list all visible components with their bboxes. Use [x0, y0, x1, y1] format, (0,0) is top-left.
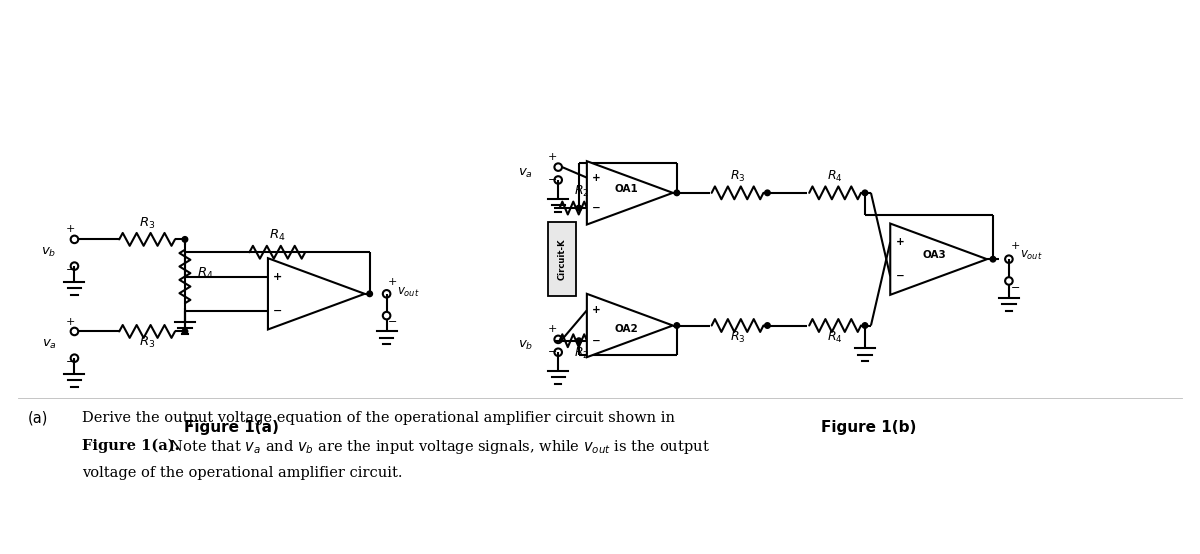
- Text: Figure 1(a): Figure 1(a): [185, 420, 280, 435]
- Text: OA3: OA3: [923, 250, 947, 260]
- Circle shape: [367, 291, 372, 296]
- Text: +: +: [896, 237, 905, 247]
- Text: Circuit-K: Circuit-K: [558, 238, 566, 280]
- Text: OA1: OA1: [614, 184, 637, 194]
- Text: $R_3$: $R_3$: [139, 335, 155, 350]
- Circle shape: [990, 257, 996, 262]
- Text: +: +: [274, 271, 282, 282]
- Text: −: −: [896, 271, 905, 281]
- Text: $R_3$: $R_3$: [730, 330, 745, 346]
- Text: +: +: [66, 316, 76, 326]
- Text: $R_3$: $R_3$: [730, 169, 745, 184]
- Text: $v_a$: $v_a$: [518, 167, 533, 179]
- Circle shape: [764, 323, 770, 329]
- Circle shape: [862, 323, 868, 329]
- Text: +: +: [547, 152, 557, 162]
- Text: +: +: [547, 325, 557, 335]
- Text: Figure 1(a).: Figure 1(a).: [83, 438, 180, 453]
- Text: Note that $v_a$ and $v_b$ are the input voltage signals, while $v_{out}$ is the : Note that $v_a$ and $v_b$ are the input …: [166, 438, 709, 456]
- Text: $R_2$: $R_2$: [574, 346, 589, 361]
- Text: −: −: [388, 316, 397, 326]
- Text: +: +: [592, 305, 600, 315]
- Circle shape: [862, 190, 868, 196]
- Text: +: +: [388, 277, 397, 287]
- Text: −: −: [1012, 283, 1020, 293]
- Text: Figure 1(b): Figure 1(b): [821, 420, 917, 435]
- Text: +: +: [66, 224, 76, 234]
- Text: −: −: [66, 357, 76, 367]
- Text: −: −: [66, 265, 76, 275]
- Text: $R_4$: $R_4$: [269, 228, 286, 243]
- Polygon shape: [890, 224, 986, 295]
- Circle shape: [764, 190, 770, 196]
- Text: (a): (a): [28, 411, 48, 425]
- Text: $R_2$: $R_2$: [574, 184, 589, 199]
- Text: $R_4$: $R_4$: [827, 169, 842, 184]
- Text: $v_b$: $v_b$: [518, 338, 533, 352]
- Text: −: −: [274, 306, 282, 316]
- Text: +: +: [592, 173, 600, 183]
- Circle shape: [576, 338, 582, 343]
- Circle shape: [182, 237, 187, 242]
- FancyBboxPatch shape: [548, 222, 576, 296]
- Text: −: −: [547, 175, 557, 185]
- Circle shape: [674, 190, 679, 196]
- Text: $v_{out}$: $v_{out}$: [1020, 249, 1043, 262]
- Polygon shape: [268, 258, 365, 330]
- Text: −: −: [592, 336, 600, 346]
- Text: $v_{out}$: $v_{out}$: [396, 286, 419, 299]
- Text: +: +: [1012, 242, 1020, 252]
- Text: −: −: [547, 347, 557, 357]
- Text: $R_3$: $R_3$: [139, 216, 155, 230]
- Circle shape: [674, 323, 679, 329]
- Text: $v_a$: $v_a$: [42, 338, 56, 351]
- Text: $v_b$: $v_b$: [41, 246, 56, 259]
- Text: $R_4$: $R_4$: [827, 330, 842, 346]
- Text: $R_4$: $R_4$: [197, 265, 214, 281]
- Circle shape: [576, 206, 582, 211]
- Text: voltage of the operational amplifier circuit.: voltage of the operational amplifier cir…: [83, 466, 403, 480]
- Polygon shape: [587, 161, 673, 224]
- Text: Derive the output voltage equation of the operational amplifier circuit shown in: Derive the output voltage equation of th…: [83, 411, 676, 425]
- Circle shape: [182, 329, 187, 334]
- Text: −: −: [592, 203, 600, 213]
- Polygon shape: [587, 294, 673, 357]
- Text: OA2: OA2: [614, 325, 637, 335]
